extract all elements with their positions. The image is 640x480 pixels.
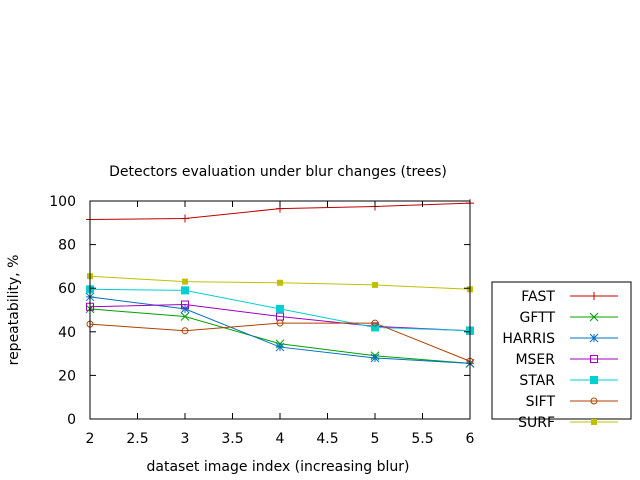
x-tick-label: 2.5 <box>126 431 148 447</box>
legend-label-fast: FAST <box>521 289 555 305</box>
data-point-harris <box>180 304 190 314</box>
data-point-harris <box>275 342 285 352</box>
data-point-star <box>276 304 284 313</box>
legend-marker-mser <box>590 355 598 363</box>
data-point-surf <box>182 278 188 285</box>
chart-title: Detectors evaluation under blur changes … <box>109 164 447 180</box>
series-star <box>86 285 474 335</box>
legend-label-surf: SURF <box>518 415 555 431</box>
x-tick-label: 5.5 <box>411 431 433 447</box>
x-tick-label: 3 <box>181 431 190 447</box>
legend-marker-harris <box>589 333 599 343</box>
series-line-gftt <box>89 308 471 364</box>
x-tick-label: 4.5 <box>316 431 338 447</box>
series-sift <box>86 319 474 365</box>
data-point-fast <box>181 214 189 223</box>
x-tick-label: 6 <box>466 431 475 447</box>
x-tick-label: 5 <box>371 431 380 447</box>
data-point-sift <box>276 319 284 327</box>
series-gftt <box>85 304 475 368</box>
y-axis-label: repeatability, % <box>6 255 22 366</box>
series-line-mser <box>89 304 471 332</box>
y-tick-label: 0 <box>67 412 76 428</box>
legend-label-gftt: GFTT <box>519 310 555 326</box>
legend-label-mser: MSER <box>515 352 555 368</box>
y-tick-label: 80 <box>58 238 76 254</box>
data-point-sift <box>181 327 189 335</box>
legend-marker-fast <box>590 292 598 300</box>
y-tick-label: 100 <box>49 194 76 210</box>
legend-label-sift: SIFT <box>526 394 556 410</box>
y-tick-label: 20 <box>58 368 76 384</box>
legend-label-harris: HARRIS <box>502 331 555 347</box>
legend: FAST GFTT HARRIS MSER STAR SIFT SURF <box>491 281 632 431</box>
y-tick-label: 60 <box>58 281 76 297</box>
data-point-star <box>371 323 379 332</box>
legend-marker-sift <box>590 397 598 405</box>
series-surf <box>87 273 473 293</box>
legend-marker-star <box>590 376 598 384</box>
x-tick-label: 3.5 <box>221 431 243 447</box>
x-axis-label: dataset image index (increasing blur) <box>146 459 409 475</box>
data-point-mser <box>181 300 189 309</box>
x-tick-label: 2 <box>86 431 95 447</box>
legend-box <box>491 281 632 420</box>
series-line-sift <box>89 322 471 362</box>
data-point-sift <box>371 319 379 327</box>
series-harris <box>85 292 475 368</box>
data-point-harris <box>370 353 380 363</box>
x-tick-label: 4 <box>276 431 285 447</box>
legend-marker-surf <box>591 419 597 425</box>
legend-marker-gftt <box>589 312 599 322</box>
plot-area <box>85 199 475 368</box>
y-tick-label: 40 <box>58 325 76 341</box>
data-point-surf <box>372 281 378 288</box>
data-point-star <box>181 286 189 295</box>
legend-label-star: STAR <box>519 373 555 389</box>
data-point-surf <box>277 279 283 286</box>
data-point-gftt <box>180 312 190 321</box>
